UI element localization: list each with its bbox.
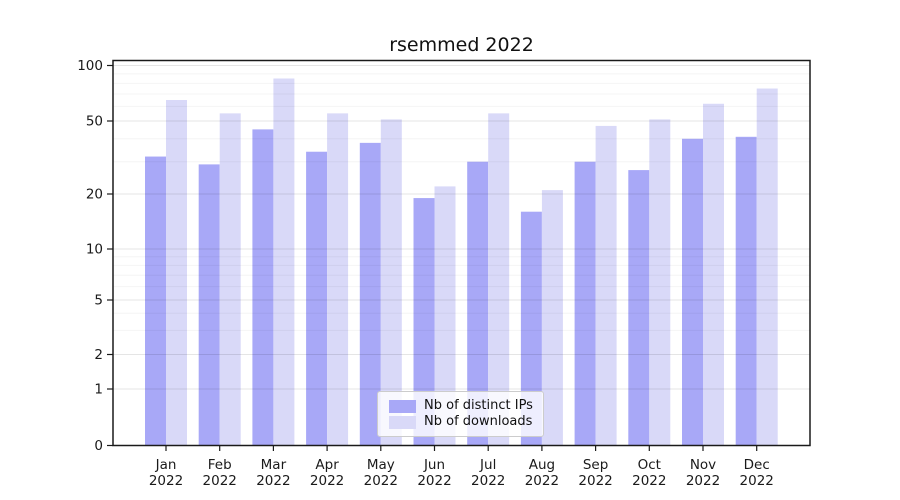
bar-distinct-ips-dec [735, 136, 757, 446]
x-tick-label-year: 2022 [471, 473, 505, 489]
bar-distinct-ips-sep [574, 161, 596, 446]
bar-downloads-jul [488, 113, 510, 446]
legend-label-downloads: Nb of downloads [424, 414, 533, 429]
bar-downloads-feb [219, 113, 241, 446]
x-tick-label-month: May [367, 457, 395, 473]
x-tick-label-month: Oct [638, 457, 661, 473]
x-tick-label-year: 2022 [632, 473, 666, 489]
y-tick-label: 20 [86, 187, 103, 203]
x-tick-label-year: 2022 [203, 473, 237, 489]
bar-distinct-ips-feb [198, 164, 220, 446]
x-tick-label-month: Jun [423, 457, 445, 473]
x-tick-label-year: 2022 [364, 473, 398, 489]
legend-item-distinct-ips: Nb of distinct IPs [389, 398, 535, 414]
x-tick-label-year: 2022 [310, 473, 344, 489]
bar-distinct-ips-may [359, 142, 381, 446]
x-tick-label-year: 2022 [149, 473, 183, 489]
y-tick-label: 5 [94, 293, 103, 309]
bar-downloads-aug [541, 190, 563, 446]
bar-downloads-may [380, 119, 402, 446]
bar-downloads-jan [166, 99, 187, 446]
legend-swatch-distinct-ips [389, 399, 416, 413]
bar-downloads-dec [756, 88, 778, 446]
legend-label-distinct-ips: Nb of distinct IPs [424, 398, 533, 413]
x-tick-label-month: Sep [583, 457, 608, 473]
plot-frame [112, 59, 811, 447]
x-tick-label-year: 2022 [686, 473, 720, 489]
bar-distinct-ips-aug [520, 211, 542, 446]
x-tick-label-year: 2022 [417, 473, 451, 489]
legend-swatch-downloads [389, 415, 416, 429]
x-tick-label-year: 2022 [256, 473, 290, 489]
bar-distinct-ips-apr [306, 151, 328, 446]
legend: Nb of distinct IPs Nb of downloads [377, 391, 544, 437]
bar-downloads-jun [434, 186, 456, 446]
bar-distinct-ips-nov [682, 138, 703, 446]
chart-title: rsemmed 2022 [389, 34, 534, 56]
y-tick-label: 0 [94, 438, 103, 454]
x-tick-label-year: 2022 [525, 473, 559, 489]
x-tick-label-month: Jul [479, 457, 496, 473]
y-tick-label: 10 [86, 242, 103, 258]
x-tick-label-month: Mar [261, 457, 287, 473]
y-tick-label: 2 [94, 347, 103, 363]
x-tick-label-month: Feb [208, 457, 232, 473]
bar-downloads-nov [703, 103, 724, 446]
bar-downloads-mar [273, 78, 295, 446]
bar-distinct-ips-oct [628, 170, 650, 446]
bar-downloads-oct [649, 119, 671, 446]
bar-distinct-ips-jul [467, 161, 489, 446]
x-tick-label-year: 2022 [578, 473, 612, 489]
x-tick-label-year: 2022 [740, 473, 774, 489]
x-tick-label-month: Jan [155, 457, 177, 473]
x-tick-label-month: Dec [744, 457, 770, 473]
x-tick-label-month: Aug [529, 457, 555, 473]
legend-item-downloads: Nb of downloads [389, 414, 535, 430]
bar-distinct-ips-mar [252, 129, 274, 446]
x-tick-label-month: Apr [315, 457, 339, 473]
y-tick-label: 100 [77, 58, 103, 74]
y-tick-label: 1 [94, 382, 103, 398]
bar-distinct-ips-jun [413, 198, 435, 446]
x-tick-label-month: Nov [690, 457, 716, 473]
bar-downloads-apr [327, 113, 349, 446]
bar-downloads-sep [595, 125, 617, 446]
y-tick-label: 50 [86, 114, 103, 130]
bar-distinct-ips-jan [145, 156, 166, 446]
